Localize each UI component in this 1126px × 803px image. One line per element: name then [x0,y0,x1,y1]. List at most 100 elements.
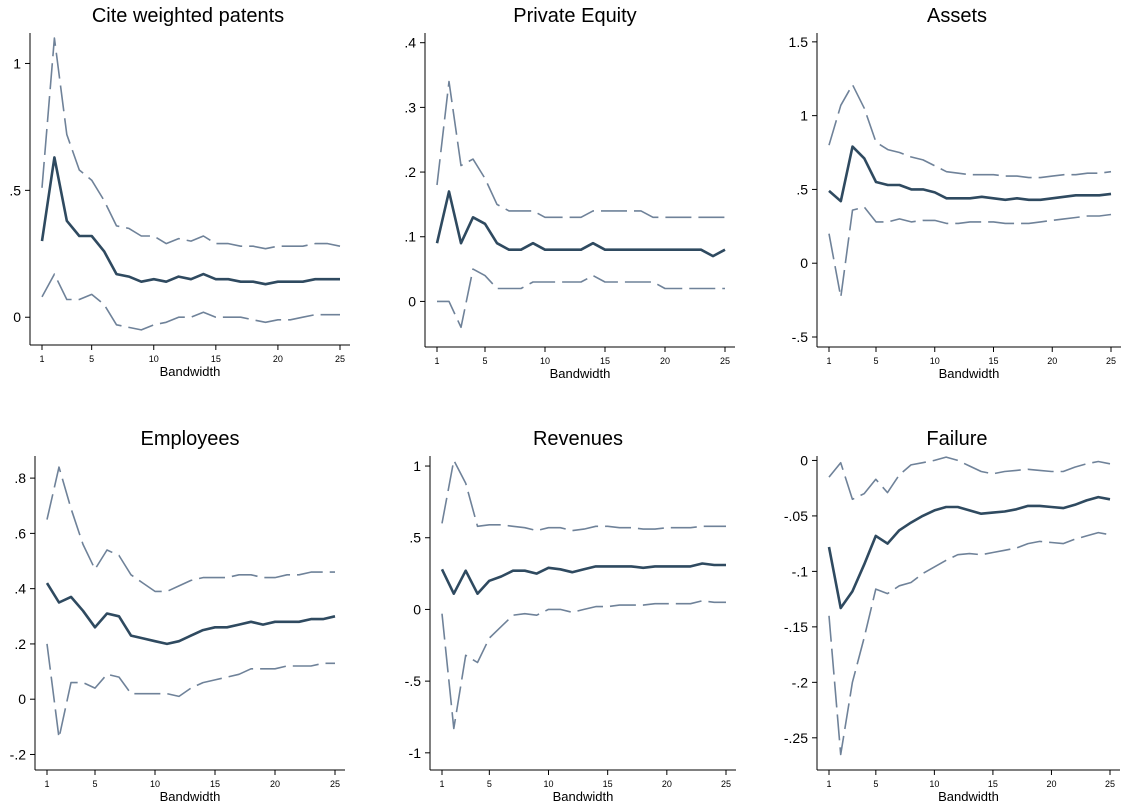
chart-title-3: Employees [141,428,240,450]
x-tick-label-0-1: 5 [89,354,94,364]
x-tick-label-5-3: 15 [988,779,998,789]
x-tick-label-1-2: 10 [540,356,550,366]
x-tick-label-2-1: 5 [873,356,878,366]
chart-panel-5: Failure -.25 -.2 -.15 -.1 -.05 0 1 5 10 15 20 25 Band… [750,400,1126,803]
chart-title-0: Cite weighted patents [92,5,284,27]
series-upper-line-3 [46,466,335,593]
x-tick-label-4-0: 1 [439,779,444,789]
series-upper-line-1 [436,80,725,219]
y-tick-label-0-0: 0 [13,309,21,325]
chart-panel-1: Private Equity 0.1.2.3.4 1 5 10 15 20 25 Bandwid… [375,0,750,400]
series-lower-line-5 [828,531,1111,756]
x-axis-label-5: Bandwidth [938,789,999,803]
x-tick-label-0-2: 10 [149,354,159,364]
y-tick-label-2-3: 1 [800,108,808,124]
y-tick-label-2-0: -.5 [792,329,809,345]
y-tick-label-4-0: -1 [409,745,422,761]
y-tick-label-3-4: .6 [14,525,26,541]
x-tick-label-1-5: 25 [720,356,730,366]
series-lower-line-2 [828,206,1112,299]
x-tick-label-0-3: 15 [211,354,221,364]
x-tick-label-2-5: 25 [1106,356,1116,366]
series-upper-line-0 [41,37,341,250]
x-tick-label-5-2: 10 [929,779,939,789]
series-lower-line-1 [437,268,725,329]
series-estimate-line-1 [435,190,726,258]
y-tick-label-1-1: .1 [404,229,416,245]
x-tick-label-1-0: 1 [434,356,439,366]
x-tick-label-5-5: 25 [1105,779,1115,789]
chart-panel-4: Revenues -1 -.5 0.5 1 1 5 10 15 20 25 Bandwidth [375,400,750,803]
series-lower-line-3 [46,643,335,739]
x-tick-label-2-4: 20 [1047,356,1057,366]
y-tick-label-5-2: -.15 [784,619,808,635]
series-upper-line-4 [441,459,726,532]
y-tick-label-2-1: 0 [800,255,808,271]
x-tick-label-4-3: 15 [603,779,613,789]
y-tick-label-1-3: .3 [404,99,416,115]
chart-title-5: Failure [926,428,987,450]
y-tick-label-5-1: -.2 [792,674,809,690]
y-tick-label-1-2: .2 [404,164,416,180]
x-tick-label-2-0: 1 [826,356,831,366]
y-tick-label-3-2: .2 [14,636,26,652]
x-tick-label-5-4: 20 [1046,779,1056,789]
x-tick-label-4-5: 25 [721,779,731,789]
x-tick-label-1-3: 15 [600,356,610,366]
x-axis-label-4: Bandwidth [553,789,614,803]
series-estimate-line-3 [45,582,336,646]
y-tick-label-1-0: 0 [408,293,416,309]
series-estimate-line-0 [40,156,340,286]
x-tick-label-3-3: 15 [210,779,220,789]
y-tick-label-5-3: -.1 [792,563,809,579]
x-tick-label-3-1: 5 [92,779,97,789]
y-tick-label-2-4: 1.5 [789,34,809,50]
x-tick-label-1-1: 5 [482,356,487,366]
x-axis-label-1: Bandwidth [550,366,611,381]
x-tick-label-0-0: 1 [39,354,44,364]
x-tick-label-3-2: 10 [150,779,160,789]
y-tick-label-5-4: -.05 [784,508,808,524]
x-axis-label-0: Bandwidth [160,364,221,379]
chart-title-1: Private Equity [513,5,636,27]
chart-title-4: Revenues [533,428,623,450]
y-tick-label-0-1: .5 [9,182,21,198]
y-tick-label-5-5: 0 [800,452,808,468]
y-tick-label-4-4: 1 [413,458,421,474]
y-tick-label-3-5: .8 [14,470,26,486]
chart-panel-2: Assets -.5 0.5 1 1.5 1 5 10 15 20 25 Bandwidth [750,0,1126,400]
x-axis-label-3: Bandwidth [160,789,221,803]
y-tick-label-3-0: -.2 [10,746,27,762]
series-upper-line-5 [828,456,1111,501]
series-lower-line-0 [41,273,340,331]
x-tick-label-4-2: 10 [543,779,553,789]
y-tick-label-5-0: -.25 [784,730,808,746]
x-tick-label-3-4: 20 [270,779,280,789]
y-tick-label-3-1: 0 [18,691,26,707]
x-tick-label-3-5: 25 [330,779,340,789]
x-tick-label-4-1: 5 [487,779,492,789]
y-tick-label-4-2: 0 [413,601,421,617]
x-tick-label-1-4: 20 [660,356,670,366]
x-tick-label-0-4: 20 [273,354,283,364]
series-upper-line-2 [828,83,1112,179]
y-tick-label-3-3: .4 [14,581,26,597]
y-tick-label-4-3: .5 [409,530,421,546]
series-estimate-line-5 [827,495,1111,610]
chart-panel-3: Employees -.2 0.2.4.6.8 1 5 10 15 20 25 Bandwidth [0,400,375,803]
series-estimate-line-2 [828,145,1112,203]
y-tick-label-0-2: 1 [13,55,21,71]
y-tick-label-4-1: -.5 [405,673,422,689]
series-lower-line-4 [441,600,726,730]
x-tick-label-4-4: 20 [662,779,672,789]
y-tick-label-1-4: .4 [404,35,416,51]
x-tick-label-5-0: 1 [826,779,831,789]
chart-title-2: Assets [927,5,987,27]
series-estimate-line-4 [440,562,726,595]
x-tick-label-3-0: 1 [44,779,49,789]
